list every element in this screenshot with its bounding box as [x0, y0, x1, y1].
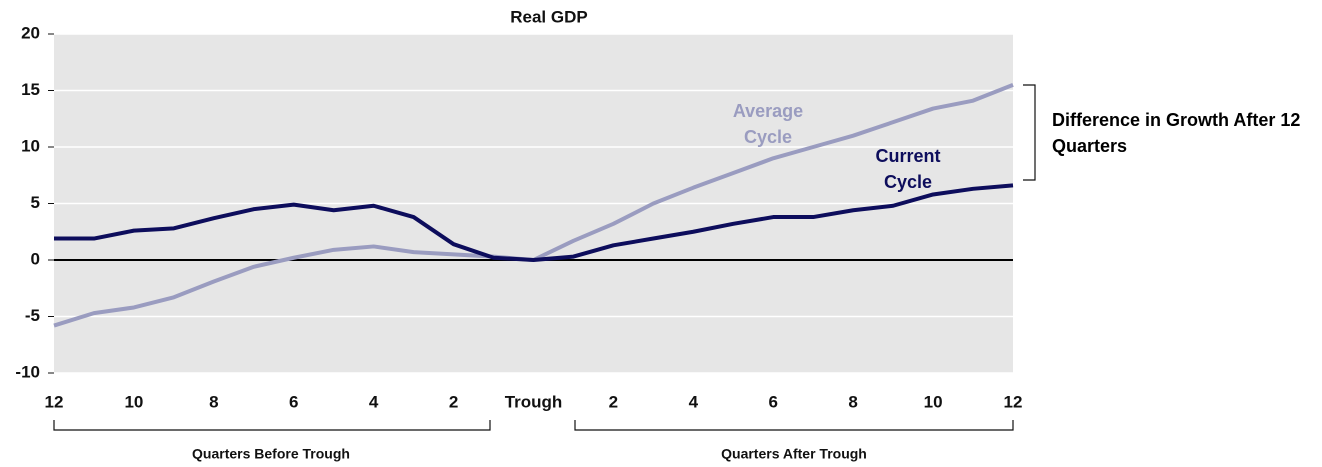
x-tick-label: 4 — [689, 392, 699, 411]
x-tick-label: 2 — [449, 392, 458, 411]
y-tick-label: -10 — [15, 362, 40, 381]
x-tick-label: 12 — [45, 392, 64, 411]
series-line — [54, 183, 1014, 262]
after-bracket — [574, 420, 1014, 431]
annotation: Difference in Growth After 12 Quarters — [1052, 110, 1301, 156]
annotation: Quarters After Trough — [721, 446, 867, 462]
series-label: Current Cycle — [875, 146, 941, 192]
chart-title: Real GDP — [510, 7, 587, 26]
before-bracket — [53, 420, 491, 431]
annotation: Quarters Before Trough — [192, 446, 350, 462]
y-tick-label: 0 — [31, 249, 40, 268]
x-tick-label: 6 — [769, 392, 778, 411]
difference-bracket — [1023, 84, 1036, 181]
x-tick-label: 10 — [924, 392, 943, 411]
y-tick-label: 5 — [31, 193, 40, 212]
x-tick-label: Trough — [505, 392, 563, 411]
x-tick-label: 2 — [609, 392, 618, 411]
x-tick-label: 6 — [289, 392, 298, 411]
x-tick-label: 8 — [209, 392, 218, 411]
x-tick-label: 12 — [1004, 392, 1023, 411]
y-tick-label: 15 — [21, 80, 40, 99]
series-label: Average Cycle — [732, 101, 804, 147]
y-tick-label: 20 — [21, 23, 40, 42]
y-tick-label: 10 — [21, 136, 40, 155]
x-tick-label: 4 — [369, 392, 379, 411]
x-tick-label: 10 — [124, 392, 143, 411]
y-tick-label: -5 — [25, 306, 40, 325]
x-tick-label: 8 — [848, 392, 857, 411]
